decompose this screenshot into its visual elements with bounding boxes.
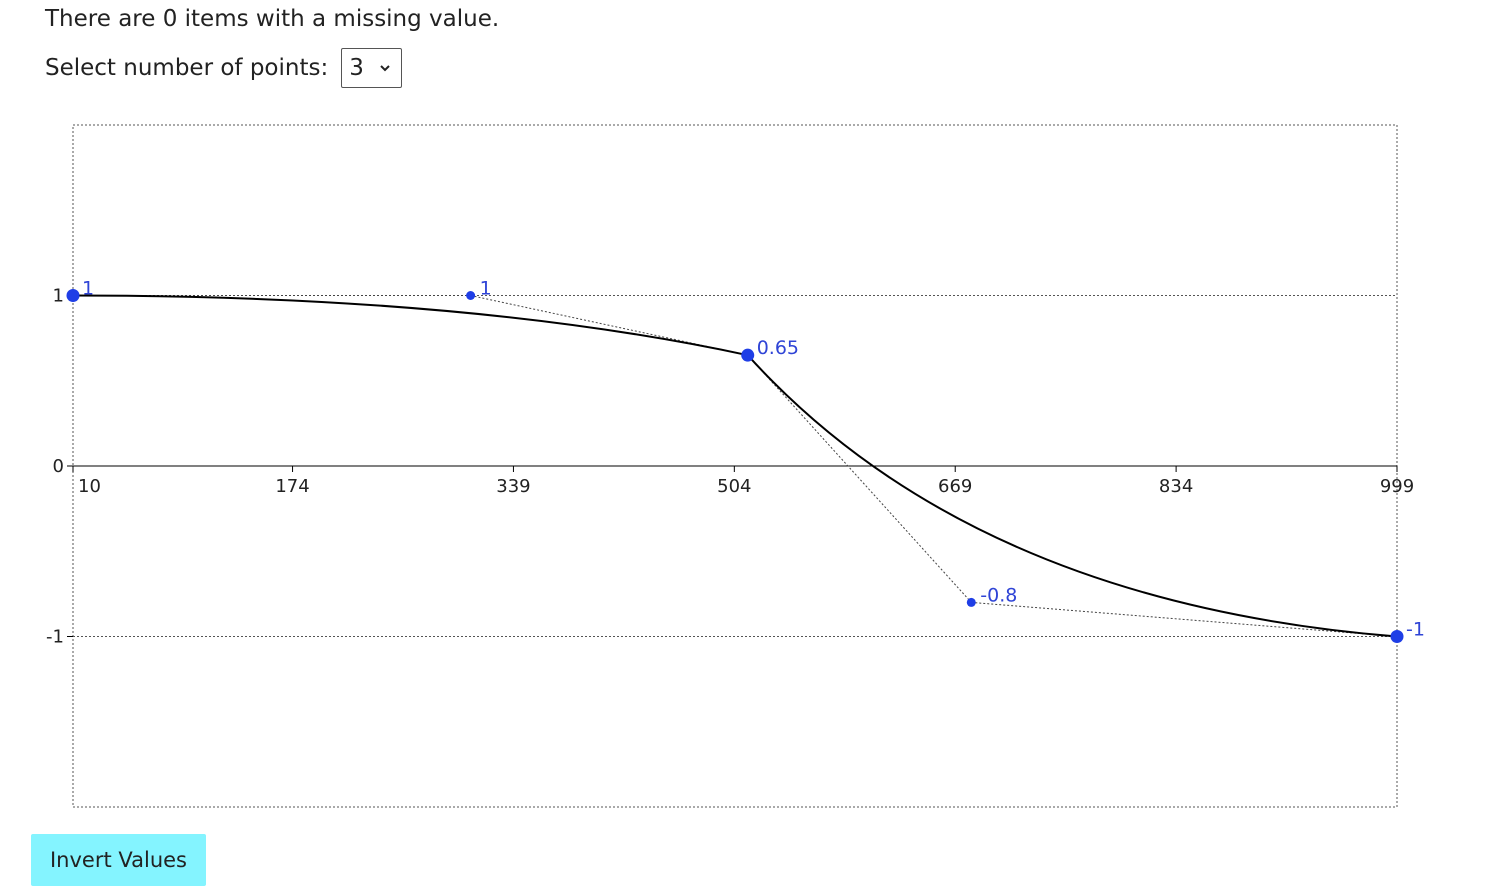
x-tick-label: 504 — [717, 476, 751, 497]
number-of-points-value: 3 — [349, 55, 364, 81]
x-tick-label: 339 — [496, 476, 530, 497]
anchor-point-handle[interactable] — [66, 289, 80, 302]
anchor-point-label: -1 — [1406, 619, 1425, 641]
y-tick-label: 1 — [53, 286, 64, 307]
points-selector-label: Select number of points: — [45, 55, 329, 81]
anchor-point-label: 1 — [82, 278, 94, 300]
chevron-down-icon — [380, 65, 390, 72]
control-point-handle[interactable] — [466, 291, 476, 300]
control-point-label: -0.8 — [980, 584, 1017, 606]
anchor-point-label: 0.65 — [757, 337, 799, 359]
y-tick-label: 0 — [53, 456, 64, 477]
y-tick-label: -1 — [46, 627, 64, 648]
x-tick-label: 10 — [78, 476, 101, 497]
number-of-points-select[interactable]: 3 — [341, 48, 403, 88]
invert-values-button[interactable]: Invert Values — [31, 834, 206, 886]
control-guide-line — [971, 601, 1398, 637]
control-point-label: 1 — [480, 278, 492, 300]
x-tick-label: 669 — [938, 476, 972, 497]
anchor-point-handle[interactable] — [741, 348, 755, 362]
control-point-handle[interactable] — [966, 597, 976, 607]
x-tick-label: 174 — [275, 476, 309, 497]
x-tick-label: 999 — [1380, 476, 1414, 497]
missing-values-status: There are 0 items with a missing value. — [45, 6, 500, 32]
anchor-point-handle[interactable] — [1390, 630, 1404, 643]
control-guide-line — [747, 354, 972, 603]
x-tick-label: 834 — [1159, 476, 1193, 497]
points-selector-row: Select number of points: 3 — [45, 48, 403, 88]
